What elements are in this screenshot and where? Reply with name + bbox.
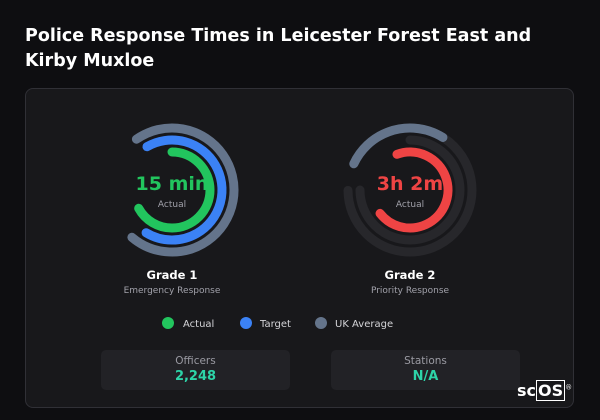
legend-label: Actual [183, 319, 214, 330]
legend-label: Target [259, 319, 291, 330]
stat-box: Officers 2,248 [101, 350, 290, 390]
stat-value: 2,248 [174, 369, 217, 384]
stat-value: N/A [412, 369, 439, 384]
logo-prefix: sc [517, 381, 537, 400]
gauge-subtitle: Emergency Response [124, 286, 221, 296]
ring-track [355, 135, 465, 245]
legend-swatch [315, 317, 327, 329]
stat-box: Stations N/A [331, 350, 520, 390]
gauge-subtitle: Priority Response [371, 286, 450, 296]
ring-actual [367, 147, 453, 233]
gauge-1-rings [105, 123, 239, 257]
legend-swatch [240, 317, 252, 329]
logo-mark: ® [565, 383, 573, 392]
legend-label: UK Average [335, 319, 393, 330]
gauge-value: 3h 2m [377, 173, 443, 195]
ring-uk-average [105, 123, 239, 257]
ring-actual [129, 147, 215, 233]
gauge-grade: Grade 1 [147, 268, 198, 282]
stat-label: Stations [404, 355, 447, 367]
legend-swatch [162, 317, 174, 329]
gauge-caption: Actual [158, 200, 186, 210]
ring-uk-average [343, 123, 477, 257]
stat-label: Officers [175, 355, 216, 367]
gauge-2-rings [343, 123, 477, 257]
gauge-caption: Actual [396, 200, 424, 210]
logo: sc OS ® [517, 380, 573, 401]
logo-boxed: OS [536, 380, 566, 401]
gauge-value: 15 min [136, 173, 209, 195]
page-title: Police Response Times in Leicester Fores… [25, 26, 532, 71]
gauge-grade: Grade 2 [385, 268, 436, 282]
ring-target [117, 135, 227, 245]
